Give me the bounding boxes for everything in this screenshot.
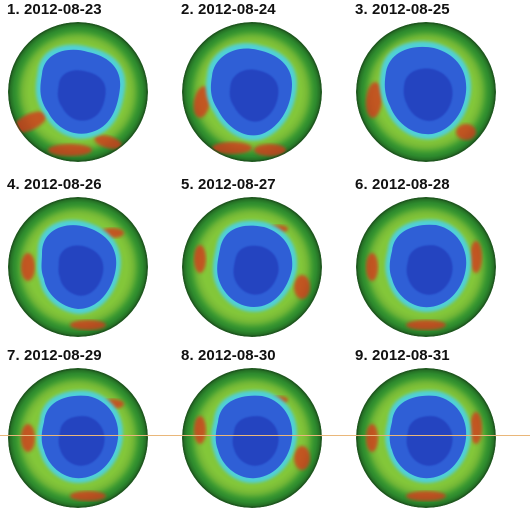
frame-label: 2. 2012-08-24 — [181, 1, 276, 18]
ozone-globe-image — [356, 368, 496, 508]
frame-4: 4. 2012-08-26 — [0, 175, 176, 345]
ozone-map-picture — [8, 368, 148, 508]
frame-label: 5. 2012-08-27 — [181, 176, 276, 193]
frame-label: 4. 2012-08-26 — [7, 176, 102, 193]
frame-7: 7. 2012-08-29 — [0, 346, 176, 516]
ozone-globe-image — [182, 368, 322, 508]
ozone-map-picture — [356, 368, 496, 508]
ozone-globe-image — [8, 197, 148, 337]
frame-label: 6. 2012-08-28 — [355, 176, 450, 193]
bottom-border — [0, 435, 530, 436]
frame-9: 9. 2012-08-31 — [348, 346, 524, 516]
ozone-globe-image — [356, 22, 496, 162]
ozone-globe-image — [8, 22, 148, 162]
ozone-map-picture — [356, 197, 496, 337]
ozone-map-picture — [182, 197, 322, 337]
frame-label: 9. 2012-08-31 — [355, 347, 450, 364]
ozone-map-picture — [8, 197, 148, 337]
ozone-globe-image — [182, 197, 322, 337]
ozone-map-picture — [356, 22, 496, 162]
ozone-map-picture — [182, 22, 322, 162]
ozone-map-picture — [8, 22, 148, 162]
frame-label: 8. 2012-08-30 — [181, 347, 276, 364]
ozone-globe-image — [8, 368, 148, 508]
frame-label: 1. 2012-08-23 — [7, 1, 102, 18]
frame-label: 7. 2012-08-29 — [7, 347, 102, 364]
frame-8: 8. 2012-08-30 — [174, 346, 350, 516]
ozone-image-grid: 1. 2012-08-23 2. 2012-08-24 3. 2012-08-2… — [0, 0, 524, 508]
ozone-globe-image — [356, 197, 496, 337]
frame-label: 3. 2012-08-25 — [355, 1, 450, 18]
frame-5: 5. 2012-08-27 — [174, 175, 350, 345]
frame-2: 2. 2012-08-24 — [174, 0, 350, 170]
frame-3: 3. 2012-08-25 — [348, 0, 524, 170]
frame-1: 1. 2012-08-23 — [0, 0, 176, 170]
ozone-globe-image — [182, 22, 322, 162]
ozone-map-picture — [182, 368, 322, 508]
frame-6: 6. 2012-08-28 — [348, 175, 524, 345]
